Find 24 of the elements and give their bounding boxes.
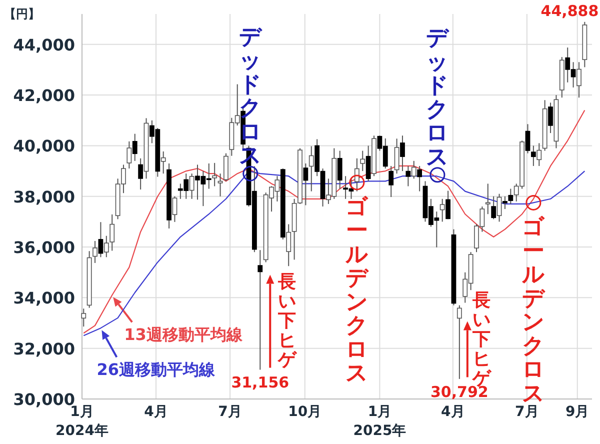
y-tick-label: 32,000 bbox=[13, 339, 75, 358]
x-tick-label: 4月 bbox=[441, 404, 465, 420]
y-tick-label: 42,000 bbox=[13, 86, 75, 106]
annotation: 31,156 bbox=[231, 374, 290, 392]
legend-label: 26週移動平均線 bbox=[96, 360, 216, 380]
y-tick-label: 38,000 bbox=[13, 187, 75, 206]
y-tick-label: 36,000 bbox=[13, 238, 75, 258]
annotation: 44,888 bbox=[540, 2, 599, 20]
x-tick-label: 7月 bbox=[218, 404, 242, 420]
x-tick-label: 1月 2024年 bbox=[56, 404, 108, 439]
annotation: 長い下ヒゲ bbox=[277, 272, 298, 370]
y-tick-label: 34,000 bbox=[13, 288, 75, 308]
annotation: ゴールデンクロス bbox=[344, 194, 370, 386]
y-tick-label: 44,000 bbox=[13, 35, 75, 54]
legend-label: 13週移動平均線 bbox=[124, 325, 244, 344]
y-axis-title: 【円】 bbox=[4, 7, 40, 21]
x-tick-label: 7月 bbox=[515, 404, 539, 420]
x-tick-label: 1月 2025年 bbox=[353, 404, 406, 439]
x-tick-label: 10月 bbox=[288, 404, 322, 420]
annotation: ゴールデンクロス bbox=[520, 215, 546, 406]
x-tick-label: 4月 bbox=[144, 404, 168, 420]
annotation: デッドクロス bbox=[426, 26, 450, 170]
y-tick-label: 40,000 bbox=[13, 136, 75, 156]
x-tick-label: 9月 bbox=[565, 404, 590, 420]
